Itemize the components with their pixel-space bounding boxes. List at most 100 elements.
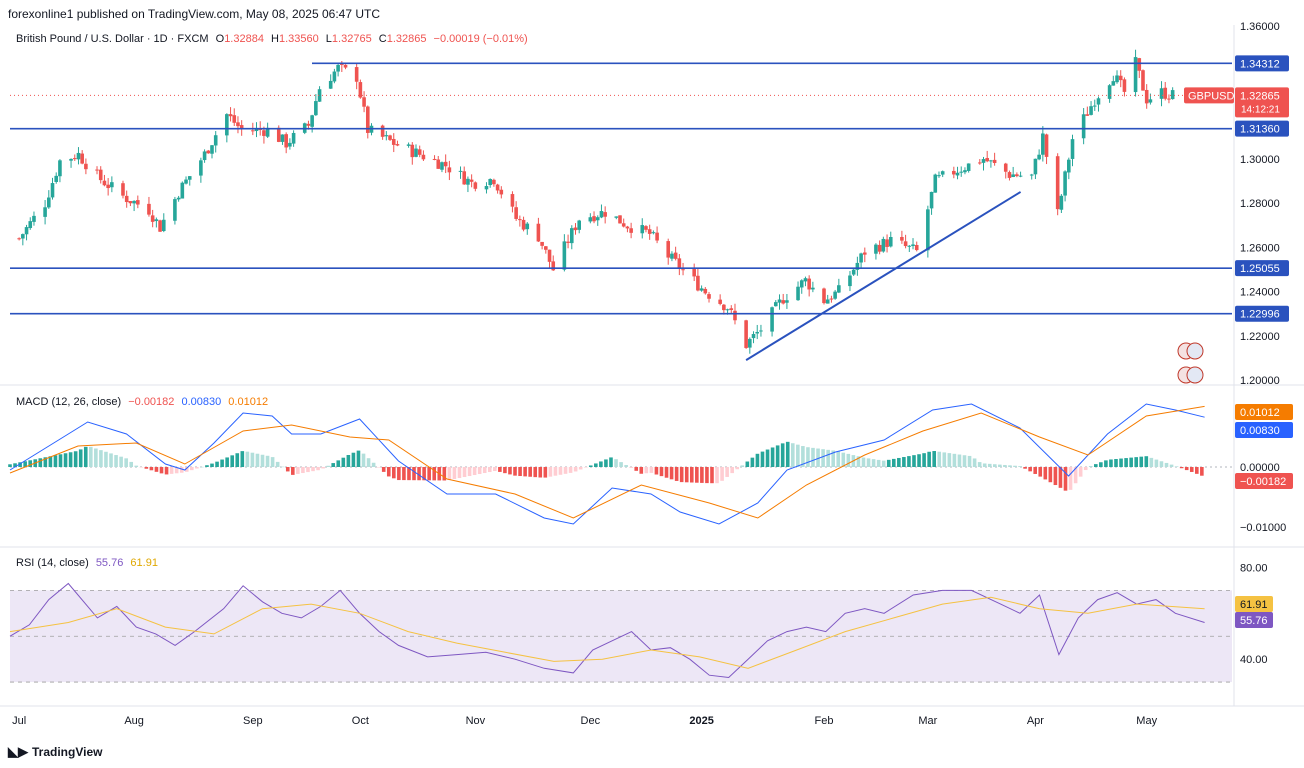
macd-histogram-bar xyxy=(740,465,745,467)
candle-body xyxy=(1163,87,1168,99)
candle-body xyxy=(989,160,993,162)
candle-body xyxy=(881,238,886,252)
macd-histogram-bar xyxy=(841,452,846,467)
macd-histogram-bar xyxy=(780,443,785,467)
macd-histogram-bar xyxy=(599,461,603,467)
tradingview-logo[interactable]: ◣▶ TradingView xyxy=(8,744,102,760)
close-label: C xyxy=(378,33,387,45)
rsi-ma-value: 61.91 xyxy=(130,557,158,569)
macd-histogram-bar xyxy=(1109,459,1113,467)
macd-value-tag-label: −0.00182 xyxy=(1240,476,1286,488)
candle-body xyxy=(755,331,760,334)
macd-histogram-bar xyxy=(674,467,679,481)
candle-body xyxy=(421,154,426,160)
candle-body xyxy=(340,63,344,65)
macd-histogram-bar xyxy=(68,452,73,467)
candle-body xyxy=(417,149,422,155)
candle-body xyxy=(551,261,556,271)
candle-body xyxy=(1107,85,1112,99)
macd-histogram-bar xyxy=(533,467,538,478)
macd-histogram-bar xyxy=(1169,464,1174,467)
macd-histogram-bar xyxy=(725,467,729,477)
macd-histogram-bar xyxy=(705,467,709,484)
macd-histogram-bar xyxy=(649,467,654,473)
candle-body xyxy=(525,223,530,230)
tradingview-brand: TradingView xyxy=(32,745,103,759)
candle-body xyxy=(291,132,296,144)
candle-body xyxy=(825,299,830,304)
macd-histogram-bar xyxy=(659,467,664,477)
macd-value-tag-label: 0.00830 xyxy=(1240,425,1280,437)
candle-body xyxy=(640,225,645,234)
macd-histogram-bar xyxy=(1179,467,1184,469)
candle-body xyxy=(829,298,834,300)
candle-body xyxy=(592,216,596,222)
macd-histogram-bar xyxy=(1094,464,1098,467)
macd-histogram-bar xyxy=(992,464,997,467)
candle-body xyxy=(926,209,930,251)
candle-body xyxy=(877,244,882,252)
macd-histogram-bar xyxy=(1154,459,1159,467)
macd-histogram-bar xyxy=(94,448,98,467)
candle-body xyxy=(236,122,240,127)
macd-histogram-bar xyxy=(891,458,896,467)
candle-body xyxy=(1015,174,1019,177)
macd-histogram-bar xyxy=(1083,467,1088,471)
macd-histogram-bar xyxy=(1073,467,1078,484)
macd-histogram-bar xyxy=(831,450,835,467)
macd-histogram-bar xyxy=(124,458,128,467)
macd-hist-value: −0.00182 xyxy=(128,396,175,408)
candle-body xyxy=(621,223,626,227)
candle-body xyxy=(466,178,470,185)
candle-body xyxy=(863,252,867,255)
macd-histogram-bar xyxy=(392,467,396,479)
candle-body xyxy=(469,179,474,182)
macd-histogram-bar xyxy=(770,447,775,467)
macd-value-tag xyxy=(1235,422,1293,438)
macd-histogram-bar xyxy=(341,457,346,467)
candle-body xyxy=(132,200,136,204)
candle-body xyxy=(380,125,385,137)
candle-body xyxy=(536,223,541,242)
candle-body xyxy=(744,320,748,348)
candle-body xyxy=(213,135,218,146)
candle-body xyxy=(202,151,207,161)
candle-body xyxy=(599,211,604,218)
candle-body xyxy=(900,236,904,241)
macd-histogram-bar xyxy=(195,467,199,469)
macd-histogram-bar xyxy=(296,467,300,474)
macd-histogram-bar xyxy=(427,467,431,481)
macd-histogram-bar xyxy=(38,458,43,467)
macd-histogram-bar xyxy=(134,465,139,467)
candle-body xyxy=(799,280,804,288)
macd-histogram-bar xyxy=(826,449,830,467)
candle-body xyxy=(521,219,526,230)
rsi-value-tag xyxy=(1235,612,1273,628)
macd-tick-label: −0.01000 xyxy=(1240,522,1286,534)
macd-histogram-bar xyxy=(447,467,452,481)
macd-histogram-bar xyxy=(785,441,790,467)
macd-histogram-bar xyxy=(871,459,876,467)
candle-body xyxy=(276,127,281,142)
candle-body xyxy=(644,226,648,230)
candle-body xyxy=(206,150,211,154)
candle-body xyxy=(985,158,989,162)
candles xyxy=(17,49,1175,354)
candle-body xyxy=(874,244,878,254)
candle-body xyxy=(855,262,860,270)
macd-value: 0.00830 xyxy=(181,396,222,408)
macd-histogram-bar xyxy=(1063,467,1068,491)
candle-body xyxy=(492,179,496,185)
macd-histogram-bar xyxy=(225,457,229,467)
macd-line xyxy=(9,403,1205,525)
candle-body xyxy=(573,227,578,231)
macd-histogram-bar xyxy=(1088,465,1093,467)
candle-body xyxy=(239,125,244,130)
level-price-label: 1.34312 xyxy=(1240,58,1280,70)
candle-body xyxy=(391,138,396,145)
candle-body xyxy=(677,258,682,269)
candle-body xyxy=(725,309,730,311)
candle-body xyxy=(566,241,570,243)
candle-body xyxy=(777,299,782,303)
